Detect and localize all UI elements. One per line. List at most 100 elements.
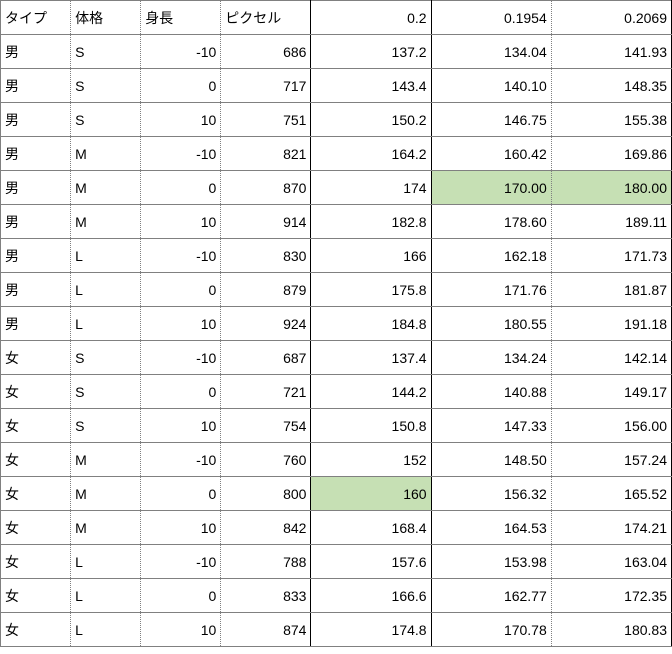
table-cell: S xyxy=(71,341,141,375)
column-header: 0.1954 xyxy=(431,1,551,35)
table-cell: 170.78 xyxy=(431,613,551,647)
table-cell: 879 xyxy=(221,273,311,307)
table-cell: 164.2 xyxy=(311,137,431,171)
table-cell: 162.18 xyxy=(431,239,551,273)
table-cell: 女 xyxy=(1,613,71,647)
table-row: 女S10754150.8147.33156.00 xyxy=(1,409,672,443)
table-cell: 0 xyxy=(141,273,221,307)
table-cell: 163.04 xyxy=(551,545,671,579)
table-cell: 男 xyxy=(1,307,71,341)
table-cell: 164.53 xyxy=(431,511,551,545)
table-cell: 171.73 xyxy=(551,239,671,273)
table-cell: 143.4 xyxy=(311,69,431,103)
table-cell: 721 xyxy=(221,375,311,409)
table-cell: 874 xyxy=(221,613,311,647)
table-cell: 170.00 xyxy=(431,171,551,205)
table-cell: L xyxy=(71,613,141,647)
table-cell: 180.83 xyxy=(551,613,671,647)
table-cell: -10 xyxy=(141,443,221,477)
table-cell: 0 xyxy=(141,375,221,409)
table-cell: 男 xyxy=(1,35,71,69)
table-cell: 174.21 xyxy=(551,511,671,545)
table-cell: 10 xyxy=(141,409,221,443)
table-cell: 女 xyxy=(1,375,71,409)
table-cell: 150.8 xyxy=(311,409,431,443)
table-cell: 男 xyxy=(1,205,71,239)
table-cell: 870 xyxy=(221,171,311,205)
table-cell: 165.52 xyxy=(551,477,671,511)
table-cell: 171.76 xyxy=(431,273,551,307)
table-cell: 160.42 xyxy=(431,137,551,171)
table-row: 男S-10686137.2134.04141.93 xyxy=(1,35,672,69)
table-cell: L xyxy=(71,579,141,613)
table-cell: M xyxy=(71,443,141,477)
table-cell: 134.24 xyxy=(431,341,551,375)
table-cell: 914 xyxy=(221,205,311,239)
table-row: 女S-10687137.4134.24142.14 xyxy=(1,341,672,375)
table-cell: 156.00 xyxy=(551,409,671,443)
table-cell: 0 xyxy=(141,477,221,511)
table-cell: 686 xyxy=(221,35,311,69)
table-cell: S xyxy=(71,103,141,137)
data-table: タイプ体格身長ピクセル0.20.19540.2069男S-10686137.21… xyxy=(0,0,672,647)
table-cell: 男 xyxy=(1,69,71,103)
table-cell: 155.38 xyxy=(551,103,671,137)
table-cell: 144.2 xyxy=(311,375,431,409)
table-cell: L xyxy=(71,239,141,273)
table-cell: 女 xyxy=(1,341,71,375)
table-row: 女M10842168.4164.53174.21 xyxy=(1,511,672,545)
table-cell: 0 xyxy=(141,171,221,205)
table-cell: 134.04 xyxy=(431,35,551,69)
table-row: 女L0833166.6162.77172.35 xyxy=(1,579,672,613)
table-row: 女M0800160156.32165.52 xyxy=(1,477,672,511)
table-cell: 174 xyxy=(311,171,431,205)
table-header-row: タイプ体格身長ピクセル0.20.19540.2069 xyxy=(1,1,672,35)
table-row: 男L10924184.8180.55191.18 xyxy=(1,307,672,341)
table-cell: 男 xyxy=(1,137,71,171)
table-cell: 142.14 xyxy=(551,341,671,375)
table-cell: 男 xyxy=(1,239,71,273)
table-row: 男M10914182.8178.60189.11 xyxy=(1,205,672,239)
table-cell: -10 xyxy=(141,239,221,273)
table-cell: 182.8 xyxy=(311,205,431,239)
table-cell: 751 xyxy=(221,103,311,137)
table-cell: 147.33 xyxy=(431,409,551,443)
table-row: 女S0721144.2140.88149.17 xyxy=(1,375,672,409)
table-cell: 788 xyxy=(221,545,311,579)
table-cell: 女 xyxy=(1,545,71,579)
table-row: 女L10874174.8170.78180.83 xyxy=(1,613,672,647)
column-header: タイプ xyxy=(1,1,71,35)
table-cell: 175.8 xyxy=(311,273,431,307)
table-cell: 女 xyxy=(1,409,71,443)
table-cell: M xyxy=(71,205,141,239)
table-row: 男L-10830166162.18171.73 xyxy=(1,239,672,273)
table-cell: 800 xyxy=(221,477,311,511)
table-cell: 0 xyxy=(141,69,221,103)
table-cell: -10 xyxy=(141,341,221,375)
table-cell: 174.8 xyxy=(311,613,431,647)
table-body: タイプ体格身長ピクセル0.20.19540.2069男S-10686137.21… xyxy=(1,1,672,647)
table-row: 女M-10760152148.50157.24 xyxy=(1,443,672,477)
table-cell: 140.10 xyxy=(431,69,551,103)
table-cell: 189.11 xyxy=(551,205,671,239)
table-cell: 157.24 xyxy=(551,443,671,477)
table-cell: 924 xyxy=(221,307,311,341)
table-cell: 160 xyxy=(311,477,431,511)
table-cell: 830 xyxy=(221,239,311,273)
table-cell: 10 xyxy=(141,511,221,545)
table-row: 男L0879175.8171.76181.87 xyxy=(1,273,672,307)
table-cell: M xyxy=(71,511,141,545)
table-cell: 754 xyxy=(221,409,311,443)
table-cell: 137.4 xyxy=(311,341,431,375)
table-cell: M xyxy=(71,171,141,205)
table-row: 男S10751150.2146.75155.38 xyxy=(1,103,672,137)
table-cell: L xyxy=(71,545,141,579)
table-cell: 180.00 xyxy=(551,171,671,205)
column-header: 0.2069 xyxy=(551,1,671,35)
table-cell: 146.75 xyxy=(431,103,551,137)
table-cell: 156.32 xyxy=(431,477,551,511)
table-cell: M xyxy=(71,477,141,511)
table-cell: 184.8 xyxy=(311,307,431,341)
table-cell: 821 xyxy=(221,137,311,171)
table-row: 男S0717143.4140.10148.35 xyxy=(1,69,672,103)
